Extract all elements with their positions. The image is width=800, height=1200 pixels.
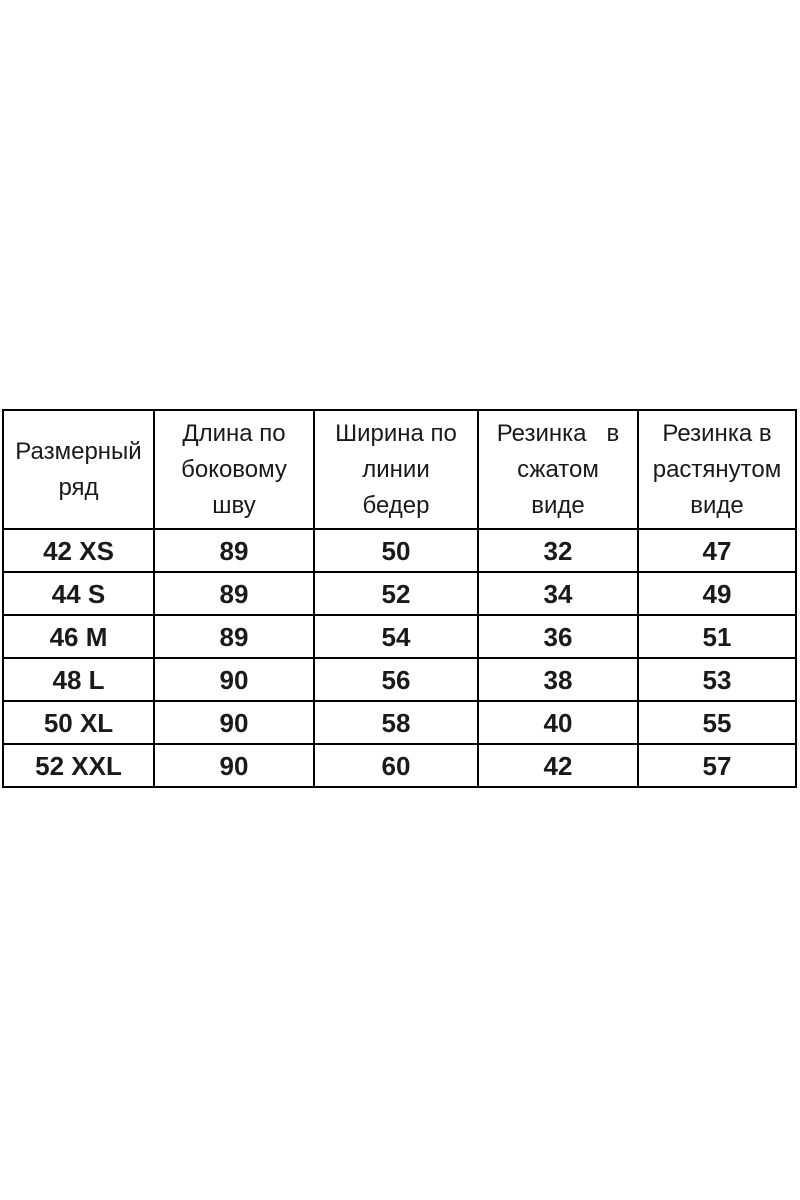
size-cell: 52 XXL: [2, 743, 155, 788]
table-row: 42 XS 89 50 32 47: [2, 528, 797, 573]
value-cell: 90: [153, 657, 315, 702]
value-cell: 58: [313, 700, 479, 745]
value-cell: 56: [313, 657, 479, 702]
size-cell: 42 XS: [2, 528, 155, 573]
size-cell: 48 L: [2, 657, 155, 702]
value-cell: 54: [313, 614, 479, 659]
value-cell: 89: [153, 571, 315, 616]
column-header-hip-width: Ширина по линии бедер: [313, 409, 479, 530]
size-cell: 44 S: [2, 571, 155, 616]
value-cell: 50: [313, 528, 479, 573]
value-cell: 53: [637, 657, 797, 702]
value-cell: 47: [637, 528, 797, 573]
value-cell: 42: [477, 743, 639, 788]
value-cell: 90: [153, 743, 315, 788]
size-chart-table: Размерный ряд Длина по боковому шву Шири…: [2, 409, 797, 788]
column-header-elastic-stretched: Резинка в растянутом виде: [637, 409, 797, 530]
value-cell: 89: [153, 614, 315, 659]
table-row: 52 XXL 90 60 42 57: [2, 743, 797, 788]
value-cell: 34: [477, 571, 639, 616]
size-cell: 50 XL: [2, 700, 155, 745]
value-cell: 89: [153, 528, 315, 573]
value-cell: 90: [153, 700, 315, 745]
column-header-elastic-compressed: Резинка в сжатом виде: [477, 409, 639, 530]
value-cell: 60: [313, 743, 479, 788]
value-cell: 51: [637, 614, 797, 659]
table-row: 48 L 90 56 38 53: [2, 657, 797, 702]
value-cell: 40: [477, 700, 639, 745]
size-cell: 46 M: [2, 614, 155, 659]
value-cell: 49: [637, 571, 797, 616]
table-row: 44 S 89 52 34 49: [2, 571, 797, 616]
value-cell: 32: [477, 528, 639, 573]
table-row: 50 XL 90 58 40 55: [2, 700, 797, 745]
header-row: Размерный ряд Длина по боковому шву Шири…: [2, 409, 797, 530]
table-row: 46 M 89 54 36 51: [2, 614, 797, 659]
value-cell: 52: [313, 571, 479, 616]
value-cell: 55: [637, 700, 797, 745]
value-cell: 36: [477, 614, 639, 659]
column-header-size-range: Размерный ряд: [2, 409, 155, 530]
value-cell: 38: [477, 657, 639, 702]
value-cell: 57: [637, 743, 797, 788]
column-header-side-seam-length: Длина по боковому шву: [153, 409, 315, 530]
